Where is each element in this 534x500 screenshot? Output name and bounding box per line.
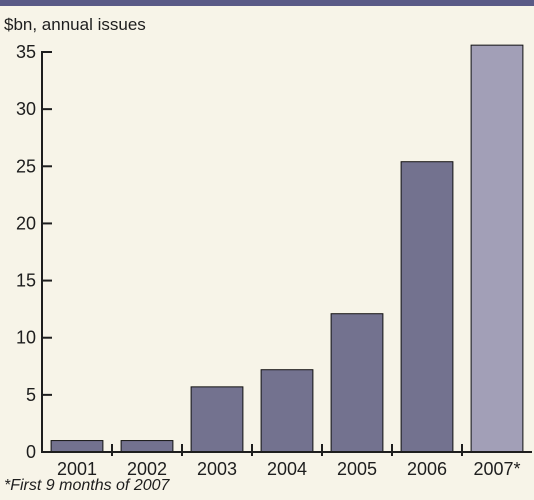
bar-2004	[260, 369, 314, 453]
x-tick-label: 2007*	[473, 459, 520, 479]
x-tick-label: 2004	[267, 459, 307, 479]
y-tick-label: 15	[16, 271, 36, 291]
top-rule	[0, 0, 534, 6]
bar-2006	[400, 161, 454, 453]
x-tick-label: 2002	[127, 459, 167, 479]
bars	[50, 44, 524, 453]
bar-2001	[50, 440, 104, 453]
bar-2005	[330, 313, 384, 453]
bar-2007-partial	[470, 44, 524, 453]
bar-2003	[190, 386, 244, 453]
y-tick-label: 20	[16, 213, 36, 233]
y-tick-label: 10	[16, 328, 36, 348]
y-tick-label: 25	[16, 156, 36, 176]
y-tick-label: 30	[16, 99, 36, 119]
y-tick-label: 0	[26, 442, 36, 462]
footnote: *First 9 months of 2007	[4, 477, 171, 494]
x-tick-label: 2006	[407, 459, 447, 479]
x-axis-ticks: 2001 2002 2003 2004 2005 2006 2007*	[57, 444, 521, 479]
x-tick-label: 2005	[337, 459, 377, 479]
bar-2002	[120, 440, 174, 453]
x-tick-label: 2001	[57, 459, 97, 479]
y-axis-ticks: 0 5 10 15 20 25 30 35	[16, 42, 52, 462]
y-tick-label: 35	[16, 42, 36, 62]
y-axis-unit-label: $bn, annual issues	[4, 15, 146, 34]
y-tick-label: 5	[26, 385, 36, 405]
x-tick-label: 2003	[197, 459, 237, 479]
